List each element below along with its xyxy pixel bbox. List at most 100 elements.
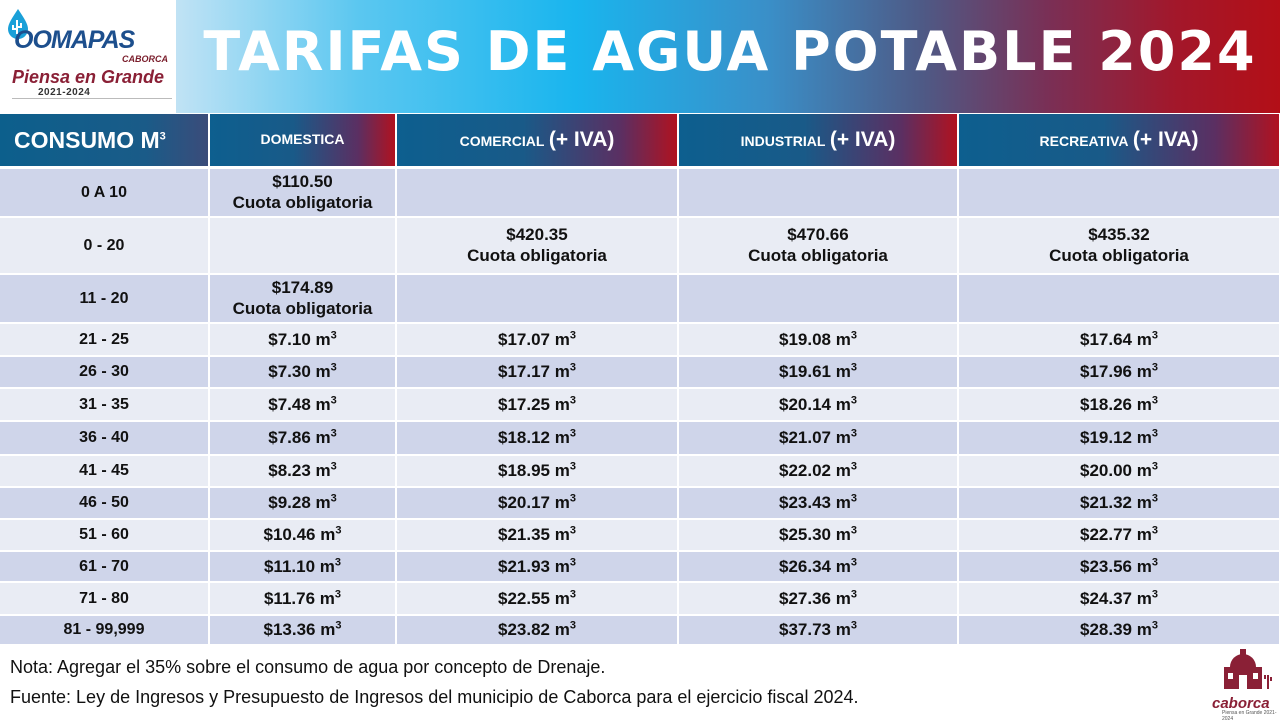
table-row: 51 - 60 $10.46 m3 $21.35 m3 $25.30 m3 $22.77… xyxy=(0,518,1280,552)
domestica-cell: $7.48 m3 xyxy=(209,387,397,422)
logo-slogan: Piensa en Grande xyxy=(12,67,165,87)
recreativa-cell: $17.64 m3 xyxy=(958,322,1280,357)
industrial-cell: $21.07 m3 xyxy=(678,420,959,456)
range-cell: 46 - 50 xyxy=(0,486,210,520)
recreativa-cell xyxy=(958,167,1280,218)
domestica-cell: $7.86 m3 xyxy=(209,420,397,456)
header-recreativa: RECREATIVA (+ IVA) xyxy=(958,114,1280,169)
table-row: 0 - 20 $420.35 Cuota obligatoria $470.66 C… xyxy=(0,216,1280,275)
industrial-cell: $470.66 Cuota obligatoria xyxy=(678,216,959,275)
comercial-cell xyxy=(396,167,679,218)
comercial-cell: $23.82 m3 xyxy=(396,614,679,646)
table-row: 11 - 20 $174.89 Cuota obligatoria xyxy=(0,273,1280,324)
seal-slogan: Piensa en Grande 2021-2024 xyxy=(1222,710,1277,722)
range-cell: 61 - 70 xyxy=(0,550,210,583)
domestica-cell xyxy=(209,216,397,275)
comercial-cell: $18.95 m3 xyxy=(396,454,679,488)
table-row: 41 - 45 $8.23 m3 $18.95 m3 $22.02 m3 $20.00 … xyxy=(0,454,1280,488)
comercial-cell: $22.55 m3 xyxy=(396,581,679,616)
recreativa-cell: $17.96 m3 xyxy=(958,355,1280,389)
page-title: TARIFAS DE AGUA POTABLE 2024 xyxy=(203,20,1257,83)
industrial-cell: $20.14 m3 xyxy=(678,387,959,422)
table-row: 36 - 40 $7.86 m3 $18.12 m3 $21.07 m3 $19.12 … xyxy=(0,420,1280,456)
domestica-cell: $11.10 m3 xyxy=(209,550,397,583)
comercial-cell: $17.07 m3 xyxy=(396,322,679,357)
recreativa-cell: $22.77 m3 xyxy=(958,518,1280,552)
range-cell: 21 - 25 xyxy=(0,322,210,357)
domestica-cell: $7.30 m3 xyxy=(209,355,397,389)
domestica-cell: $9.28 m3 xyxy=(209,486,397,520)
range-cell: 26 - 30 xyxy=(0,355,210,389)
table-row: 26 - 30 $7.30 m3 $17.17 m3 $19.61 m3 $17.96 … xyxy=(0,355,1280,389)
domestica-cell: $13.36 m3 xyxy=(209,614,397,646)
domestica-cell: $8.23 m3 xyxy=(209,454,397,488)
header-banner: OOMAPAS CABORCA Piensa en Grande 2021-20… xyxy=(0,0,1280,113)
header-industrial: INDUSTRIAL (+ IVA) xyxy=(678,114,959,169)
note-text: Nota: Agregar el 35% sobre el consumo de… xyxy=(10,657,606,677)
logo-brand: OOMAPAS xyxy=(14,26,135,54)
oomapas-logo: OOMAPAS CABORCA Piensa en Grande 2021-20… xyxy=(0,0,176,113)
table-row: 31 - 35 $7.48 m3 $17.25 m3 $20.14 m3 $18.26 … xyxy=(0,387,1280,422)
comercial-cell: $17.25 m3 xyxy=(396,387,679,422)
recreativa-cell: $21.32 m3 xyxy=(958,486,1280,520)
caborca-church-seal-icon xyxy=(1224,649,1272,689)
table-row: 21 - 25 $7.10 m3 $17.07 m3 $19.08 m3 $17.64 … xyxy=(0,322,1280,357)
seal-name: caborca xyxy=(1212,695,1270,712)
logo-divider xyxy=(12,98,172,99)
recreativa-cell: $28.39 m3 xyxy=(958,614,1280,646)
domestica-cell: $11.76 m3 xyxy=(209,581,397,616)
domestica-cell: $10.46 m3 xyxy=(209,518,397,552)
recreativa-cell: $18.26 m3 xyxy=(958,387,1280,422)
tariff-table: CONSUMO M3 DOMESTICA COMERCIAL (+ IVA) I… xyxy=(0,114,1280,646)
industrial-cell: $19.61 m3 xyxy=(678,355,959,389)
recreativa-cell: $24.37 m3 xyxy=(958,581,1280,616)
range-cell: 71 - 80 xyxy=(0,581,210,616)
table-row: 71 - 80 $11.76 m3 $22.55 m3 $27.36 m3 $24.37… xyxy=(0,581,1280,616)
table-row: 81 - 99,999 $13.36 m3 $23.82 m3 $37.73 m3 $2… xyxy=(0,614,1280,646)
domestica-cell: $7.10 m3 xyxy=(209,322,397,357)
range-cell: 36 - 40 xyxy=(0,420,210,456)
industrial-cell: $22.02 m3 xyxy=(678,454,959,488)
comercial-cell xyxy=(396,273,679,324)
header-comercial: COMERCIAL (+ IVA) xyxy=(396,114,679,169)
recreativa-cell xyxy=(958,273,1280,324)
table-row: 46 - 50 $9.28 m3 $20.17 m3 $23.43 m3 $21.32 … xyxy=(0,486,1280,520)
recreativa-cell: $20.00 m3 xyxy=(958,454,1280,488)
domestica-cell: $174.89 Cuota obligatoria xyxy=(209,273,397,324)
range-cell: 41 - 45 xyxy=(0,454,210,488)
header-consumo: CONSUMO M3 xyxy=(0,114,210,169)
table-header-row: CONSUMO M3 DOMESTICA COMERCIAL (+ IVA) I… xyxy=(0,114,1280,169)
industrial-cell: $23.43 m3 xyxy=(678,486,959,520)
logo-years: 2021-2024 xyxy=(38,87,91,98)
industrial-cell xyxy=(678,273,959,324)
comercial-cell: $420.35 Cuota obligatoria xyxy=(396,216,679,275)
caborca-seal: caborca Piensa en Grande 2021-2024 xyxy=(1208,645,1278,722)
range-cell: 51 - 60 xyxy=(0,518,210,552)
comercial-cell: $17.17 m3 xyxy=(396,355,679,389)
recreativa-cell: $19.12 m3 xyxy=(958,420,1280,456)
industrial-cell: $27.36 m3 xyxy=(678,581,959,616)
comercial-cell: $18.12 m3 xyxy=(396,420,679,456)
recreativa-cell: $23.56 m3 xyxy=(958,550,1280,583)
range-cell: 81 - 99,999 xyxy=(0,614,210,646)
comercial-cell: $21.35 m3 xyxy=(396,518,679,552)
source-text: Fuente: Ley de Ingresos y Presupuesto de… xyxy=(10,687,859,707)
comercial-cell: $20.17 m3 xyxy=(396,486,679,520)
industrial-cell: $19.08 m3 xyxy=(678,322,959,357)
range-cell: 11 - 20 xyxy=(0,273,210,324)
table-row: 61 - 70 $11.10 m3 $21.93 m3 $26.34 m3 $23.56… xyxy=(0,550,1280,583)
range-cell: 0 A 10 xyxy=(0,167,210,218)
table-row: 0 A 10 $110.50 Cuota obligatoria xyxy=(0,167,1280,218)
range-cell: 31 - 35 xyxy=(0,387,210,422)
recreativa-cell: $435.32 Cuota obligatoria xyxy=(958,216,1280,275)
industrial-cell: $37.73 m3 xyxy=(678,614,959,646)
logo-sub: CABORCA xyxy=(122,54,168,64)
water-drop-cactus-icon xyxy=(8,9,28,39)
header-domestica: DOMESTICA xyxy=(209,114,397,169)
domestica-cell: $110.50 Cuota obligatoria xyxy=(209,167,397,218)
industrial-cell xyxy=(678,167,959,218)
range-cell: 0 - 20 xyxy=(0,216,210,275)
industrial-cell: $26.34 m3 xyxy=(678,550,959,583)
industrial-cell: $25.30 m3 xyxy=(678,518,959,552)
comercial-cell: $21.93 m3 xyxy=(396,550,679,583)
